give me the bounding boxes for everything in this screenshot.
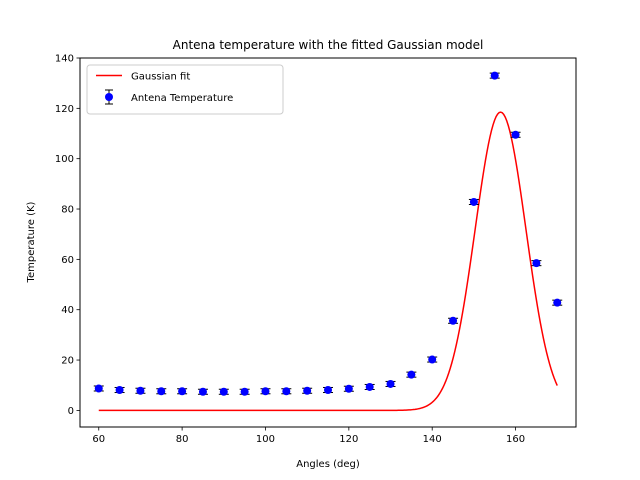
data-point-marker bbox=[344, 384, 353, 393]
data-point bbox=[177, 387, 188, 396]
data-point-marker bbox=[553, 298, 562, 307]
y-tick-label: 0 bbox=[68, 406, 74, 417]
data-point bbox=[323, 385, 333, 394]
x-axis-label: Angles (deg) bbox=[296, 459, 360, 470]
data-point bbox=[510, 130, 521, 139]
data-point-marker bbox=[469, 197, 478, 206]
y-tick-label: 20 bbox=[61, 356, 74, 367]
data-point-marker bbox=[219, 387, 228, 396]
data-point bbox=[197, 387, 208, 396]
data-point bbox=[489, 71, 500, 80]
data-point-marker bbox=[365, 382, 374, 391]
y-tick-label: 40 bbox=[61, 305, 74, 316]
data-point-marker bbox=[324, 385, 332, 394]
data-point bbox=[531, 259, 542, 268]
data-point-marker bbox=[94, 384, 103, 393]
plot-area bbox=[93, 71, 563, 412]
y-axis-label: Temperature (K) bbox=[26, 201, 37, 283]
y-tick-label: 60 bbox=[61, 255, 74, 266]
data-point-marker bbox=[407, 370, 416, 379]
data-point-marker bbox=[282, 387, 291, 396]
x-axis-ticks: 60 80 100 120 140 160 bbox=[92, 427, 525, 445]
data-point bbox=[343, 384, 354, 393]
data-point-marker bbox=[261, 387, 270, 396]
data-point-marker bbox=[136, 386, 145, 395]
data-point-marker bbox=[449, 316, 458, 325]
legend-box bbox=[86, 64, 284, 115]
data-point bbox=[448, 316, 459, 325]
x-tick-label: 120 bbox=[339, 434, 358, 445]
legend-fit-label: Gaussian fit bbox=[131, 72, 190, 83]
y-tick-label: 140 bbox=[55, 54, 74, 65]
data-point-marker bbox=[490, 71, 499, 80]
data-point bbox=[364, 382, 375, 391]
data-point bbox=[468, 197, 479, 206]
data-point bbox=[239, 387, 250, 396]
data-point-marker bbox=[511, 130, 520, 139]
y-tick-label: 100 bbox=[55, 154, 74, 165]
data-point-marker bbox=[157, 387, 166, 396]
data-point bbox=[218, 387, 229, 396]
legend-errorbar-swatch-marker bbox=[105, 93, 113, 101]
gaussian-fit-line bbox=[98, 111, 558, 412]
chart-title: Antena temperature with the fitted Gauss… bbox=[173, 38, 484, 52]
data-point bbox=[260, 387, 271, 396]
x-tick-label: 60 bbox=[92, 434, 105, 445]
x-tick-label: 140 bbox=[423, 434, 442, 445]
data-point bbox=[552, 298, 563, 307]
data-point-marker bbox=[386, 379, 395, 388]
data-point bbox=[156, 387, 167, 396]
axes-frame bbox=[79, 57, 577, 428]
data-point bbox=[302, 386, 313, 395]
data-point bbox=[281, 387, 292, 396]
data-point bbox=[406, 370, 417, 379]
x-tick-label: 100 bbox=[256, 434, 275, 445]
data-point bbox=[427, 355, 438, 364]
data-point bbox=[114, 385, 125, 394]
data-point-marker bbox=[198, 387, 207, 396]
y-tick-label: 120 bbox=[55, 104, 74, 115]
data-point-marker bbox=[115, 385, 124, 394]
data-point bbox=[385, 379, 396, 388]
y-tick-label: 80 bbox=[61, 205, 74, 216]
data-point-marker bbox=[178, 387, 187, 396]
data-point-marker bbox=[428, 355, 437, 364]
data-point-marker bbox=[303, 386, 312, 395]
x-tick-label: 80 bbox=[176, 434, 189, 445]
x-tick-label: 160 bbox=[506, 434, 525, 445]
data-point bbox=[135, 386, 146, 395]
data-point-marker bbox=[532, 259, 541, 268]
data-point bbox=[93, 384, 104, 393]
y-axis-ticks: 0 20 40 60 80 100 120 140 bbox=[55, 54, 80, 417]
legend-data-label: Antena Temperature bbox=[131, 93, 233, 104]
legend: Gaussian fit Antena Temperature bbox=[86, 64, 284, 115]
data-point-marker bbox=[240, 387, 249, 396]
